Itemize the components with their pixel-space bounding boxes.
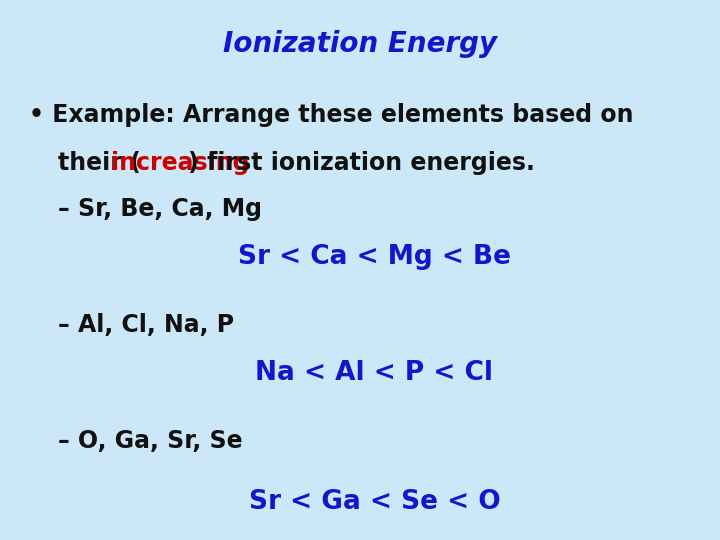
Text: – O, Ga, Sr, Se: – O, Ga, Sr, Se (58, 429, 242, 453)
Text: increasing: increasing (111, 151, 249, 175)
Text: – Al, Cl, Na, P: – Al, Cl, Na, P (58, 313, 234, 337)
Text: ) first ionization energies.: ) first ionization energies. (188, 151, 535, 175)
Text: – Sr, Be, Ca, Mg: – Sr, Be, Ca, Mg (58, 197, 261, 221)
Text: their (: their ( (58, 151, 140, 175)
Text: Na < Al < P < Cl: Na < Al < P < Cl (256, 360, 493, 386)
Text: Sr < Ga < Se < O: Sr < Ga < Se < O (248, 489, 500, 515)
Text: Ionization Energy: Ionization Energy (223, 30, 497, 58)
Text: Sr < Ca < Mg < Be: Sr < Ca < Mg < Be (238, 244, 511, 270)
Text: • Example: Arrange these elements based on: • Example: Arrange these elements based … (29, 103, 634, 126)
